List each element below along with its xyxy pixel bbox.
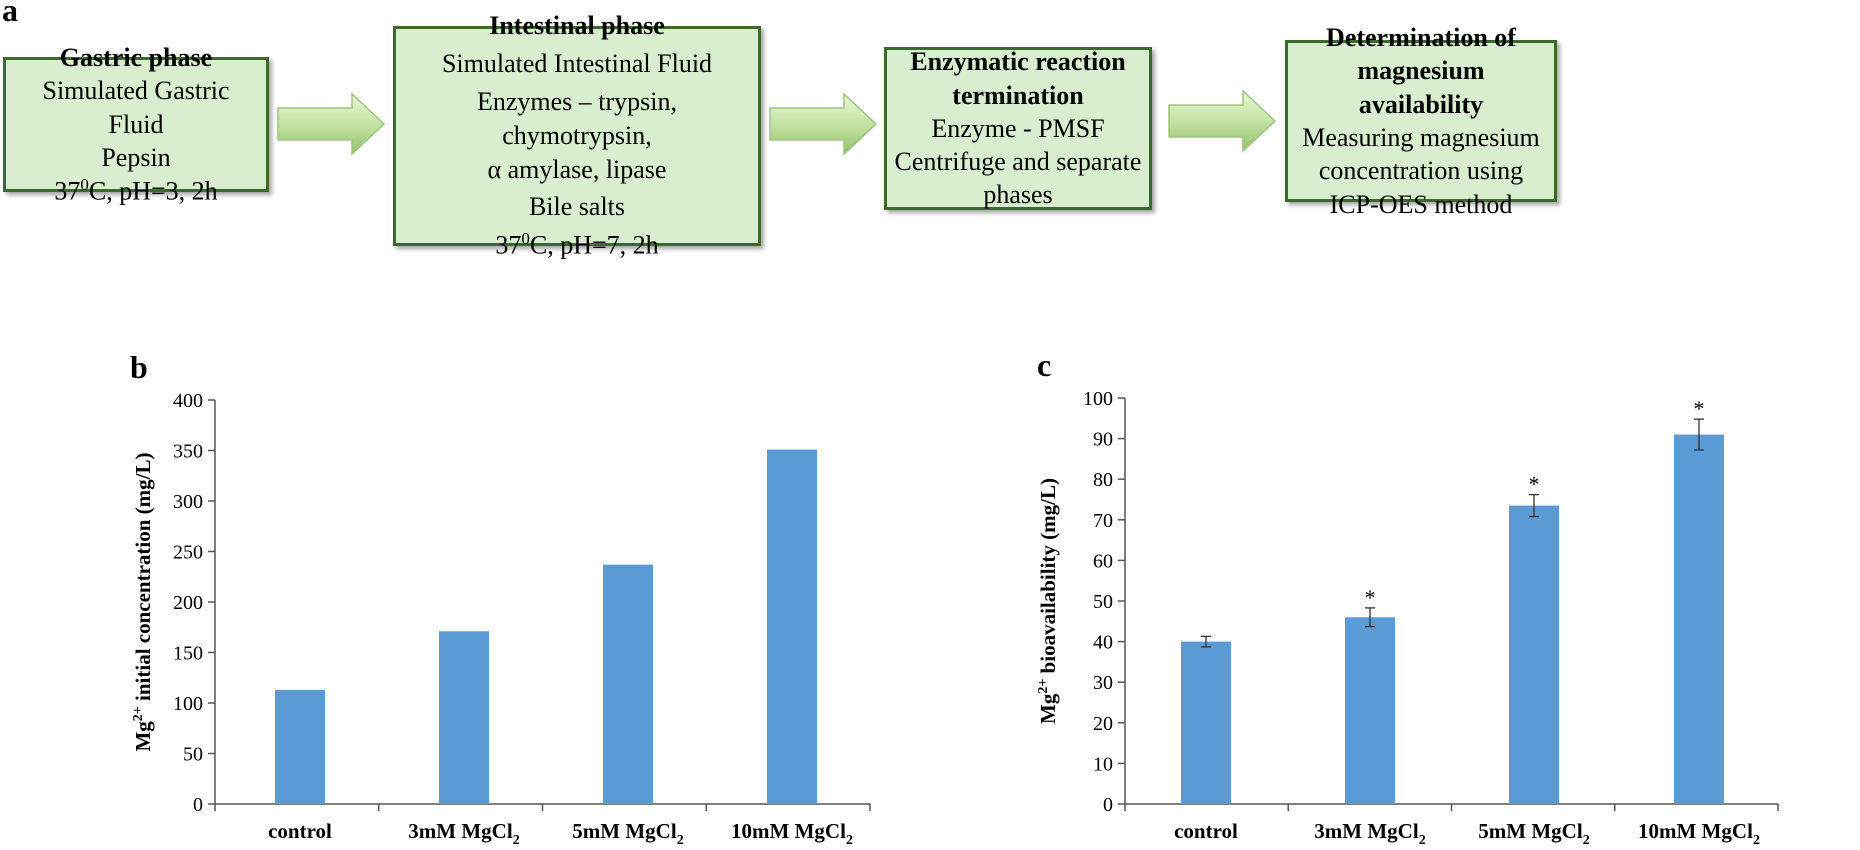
y-tick-label: 0: [1103, 794, 1113, 816]
determination-method-text: ICP-OES method: [1329, 189, 1513, 219]
bile-salts-text: Bile salts: [528, 192, 626, 222]
y-tick-label: 100: [173, 693, 203, 715]
bar: [1345, 617, 1395, 804]
bar: [1674, 434, 1724, 804]
x-category-label: control: [1174, 819, 1238, 843]
x-category-label: control: [268, 819, 332, 843]
determination-measuring-text: Measuring magnesium: [1302, 123, 1540, 152]
gastric-phase-title: Gastric phase: [59, 43, 213, 73]
y-axis-label: Mg2+ initial concentration (mg/L): [131, 452, 155, 751]
significance-asterisk: *: [1694, 396, 1705, 421]
y-tick-label: 70: [1093, 510, 1113, 532]
bar: [1509, 505, 1559, 804]
y-tick-label: 80: [1093, 469, 1113, 491]
bar: [767, 449, 817, 804]
y-tick-label: 200: [173, 592, 203, 614]
gastric-conditions: 370C, pH=3, 2h: [54, 175, 218, 206]
bar: [603, 564, 653, 804]
intestinal-enzymes-text-2: α amylase, lipase: [487, 154, 667, 184]
intestinal-conditions: 370C, pH=7, 2h: [495, 229, 659, 260]
y-tick-label: 300: [173, 491, 203, 513]
bar: [275, 689, 325, 804]
x-category-label: 5mM MgCl2: [572, 819, 683, 848]
termination-enzyme-text: Enzyme - PMSF: [931, 113, 1105, 143]
termination-title-1: Enzymatic reaction: [910, 47, 1126, 77]
x-category-label: 10mM MgCl2: [1638, 819, 1760, 848]
y-tick-label: 50: [183, 744, 203, 766]
significance-asterisk: *: [1529, 472, 1540, 497]
termination-title-2: termination: [952, 80, 1084, 110]
intestinal-fluid-text: Simulated Intestinal Fluid: [441, 49, 713, 79]
y-tick-label: 150: [173, 643, 203, 665]
y-tick-label: 10: [1093, 753, 1113, 775]
x-category-label: 3mM MgCl2: [1314, 819, 1425, 848]
panel-b-label: b: [130, 349, 148, 385]
panel-a-label: a: [2, 0, 18, 28]
intestinal-enzymes-text: Enzymes – trypsin, chymotrypsin,: [476, 86, 678, 150]
bar: [439, 631, 489, 804]
y-tick-label: 30: [1093, 672, 1113, 694]
determination-title-2: magnesium availability: [1357, 56, 1485, 119]
y-tick-label: 60: [1093, 550, 1113, 572]
magnesium-determination-box: Determination of magnesium availability …: [1285, 23, 1557, 219]
y-tick-label: 100: [1083, 388, 1113, 410]
gastric-enzyme-text: Pepsin: [101, 142, 171, 172]
x-category-label: 10mM MgCl2: [731, 819, 853, 848]
panel-c-label: c: [1037, 347, 1051, 383]
arrow-right-icon: [277, 92, 386, 156]
bar: [1181, 641, 1231, 804]
x-category-label: 5mM MgCl2: [1478, 819, 1589, 848]
termination-centrifuge-text: Centrifuge and separate: [894, 147, 1142, 177]
chart-c: c 0 10 20 30 40 50 60 70 80 90 100 control * 3mM MgCl2…: [1036, 347, 1779, 848]
termination-phases-text: phases: [983, 180, 1053, 210]
intestinal-phase-title: Intestinal phase: [489, 11, 665, 41]
y-tick-label: 250: [173, 542, 203, 564]
determination-concentration-text: concentration using: [1318, 156, 1524, 186]
chart-b: b 0 50 100 150 200 250 300 350 400 control 3mM MgCl…: [130, 349, 871, 848]
gastric-phase-box: Gastric phase Simulated Gastric Fluid Pe…: [3, 43, 269, 206]
y-tick-label: 350: [173, 441, 203, 463]
y-axis-label: Mg2+ bioavailability (mg/L): [1036, 478, 1060, 724]
y-tick-label: 50: [1093, 591, 1113, 613]
y-tick-label: 90: [1093, 429, 1113, 451]
y-tick-label: 400: [173, 390, 203, 412]
gastric-fluid-text: Simulated Gastric Fluid: [42, 76, 230, 139]
significance-asterisk: *: [1365, 585, 1376, 610]
arrow-right-icon: [769, 92, 878, 156]
y-tick-label: 20: [1093, 713, 1113, 735]
y-tick-label: 0: [193, 794, 203, 816]
intestinal-phase-box: Intestinal phase Simulated Intestinal Fl…: [393, 11, 761, 260]
arrow-right-icon: [1168, 89, 1277, 153]
y-tick-label: 40: [1093, 632, 1113, 654]
enzymatic-termination-box: Enzymatic reaction termination Enzyme - …: [884, 47, 1152, 210]
determination-title-1: Determination of: [1326, 23, 1516, 53]
x-category-label: 3mM MgCl2: [408, 819, 519, 848]
